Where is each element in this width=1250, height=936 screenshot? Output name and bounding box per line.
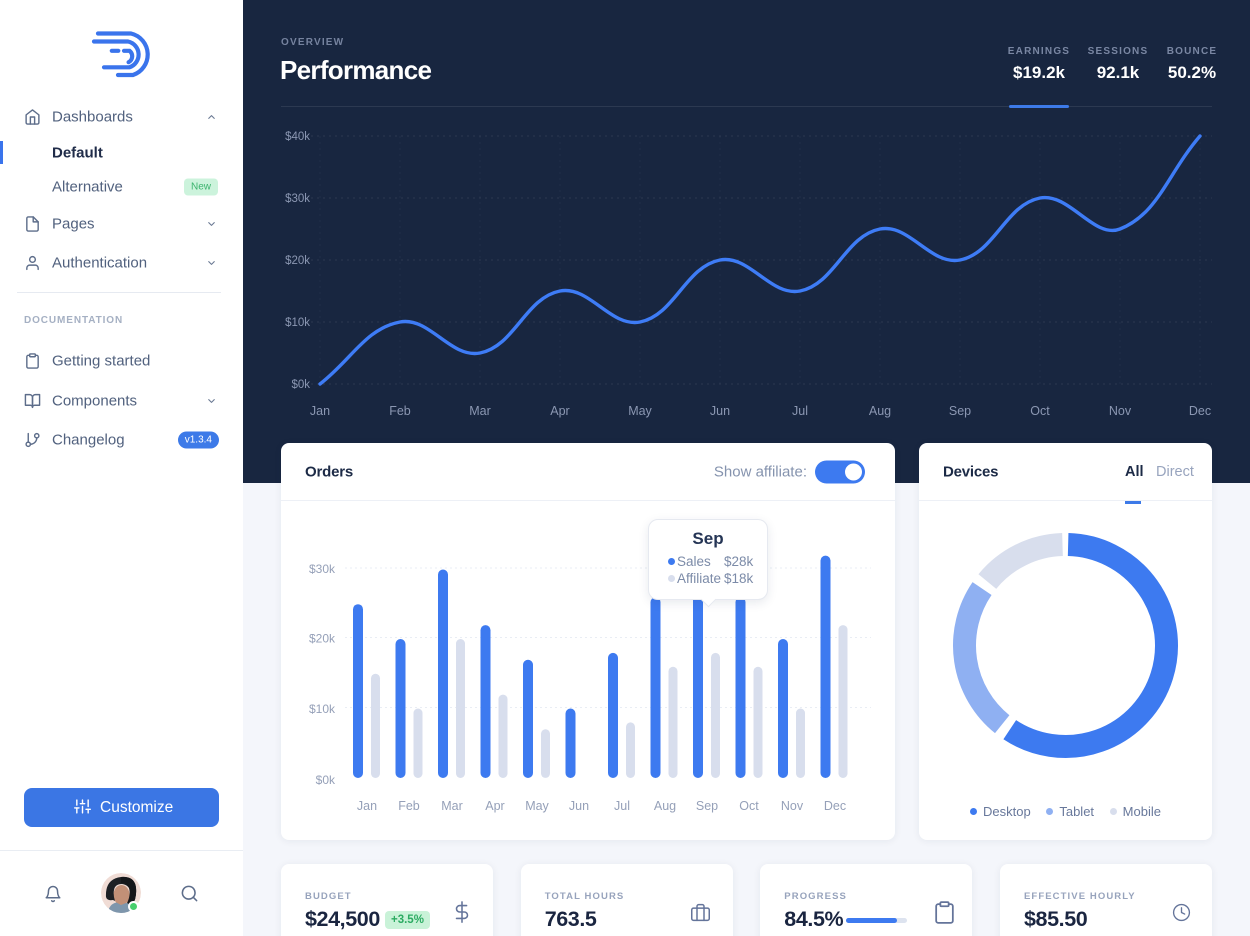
svg-text:Apr: Apr xyxy=(485,799,504,813)
svg-text:Apr: Apr xyxy=(550,404,569,418)
svg-text:$40k: $40k xyxy=(285,131,310,143)
svg-text:$0k: $0k xyxy=(291,379,310,391)
svg-text:Dec: Dec xyxy=(824,799,846,813)
svg-text:Aug: Aug xyxy=(654,799,676,813)
svg-text:Jun: Jun xyxy=(710,404,730,418)
svg-text:Jan: Jan xyxy=(310,404,330,418)
svg-text:Feb: Feb xyxy=(389,404,411,418)
svg-text:$10k: $10k xyxy=(285,317,310,329)
svg-text:May: May xyxy=(628,404,652,418)
svg-text:Jan: Jan xyxy=(357,799,377,813)
svg-text:Dec: Dec xyxy=(1189,404,1211,418)
svg-text:Sep: Sep xyxy=(949,404,971,418)
svg-text:Jul: Jul xyxy=(792,404,808,418)
svg-text:$20k: $20k xyxy=(285,255,310,267)
svg-text:$30k: $30k xyxy=(309,562,336,576)
svg-text:Sep: Sep xyxy=(696,799,718,813)
svg-text:Jun: Jun xyxy=(569,799,589,813)
svg-text:Oct: Oct xyxy=(739,799,759,813)
svg-text:$30k: $30k xyxy=(285,193,310,205)
svg-text:Aug: Aug xyxy=(869,404,891,418)
svg-text:Mar: Mar xyxy=(469,404,491,418)
svg-text:Feb: Feb xyxy=(398,799,420,813)
svg-text:Oct: Oct xyxy=(1030,404,1050,418)
svg-text:Nov: Nov xyxy=(1109,404,1132,418)
svg-text:Mar: Mar xyxy=(441,799,463,813)
svg-text:$10k: $10k xyxy=(309,702,336,716)
svg-text:Jul: Jul xyxy=(614,799,630,813)
svg-text:Nov: Nov xyxy=(781,799,804,813)
svg-text:May: May xyxy=(525,799,549,813)
svg-text:$20k: $20k xyxy=(309,632,336,646)
svg-text:$0k: $0k xyxy=(316,773,336,787)
